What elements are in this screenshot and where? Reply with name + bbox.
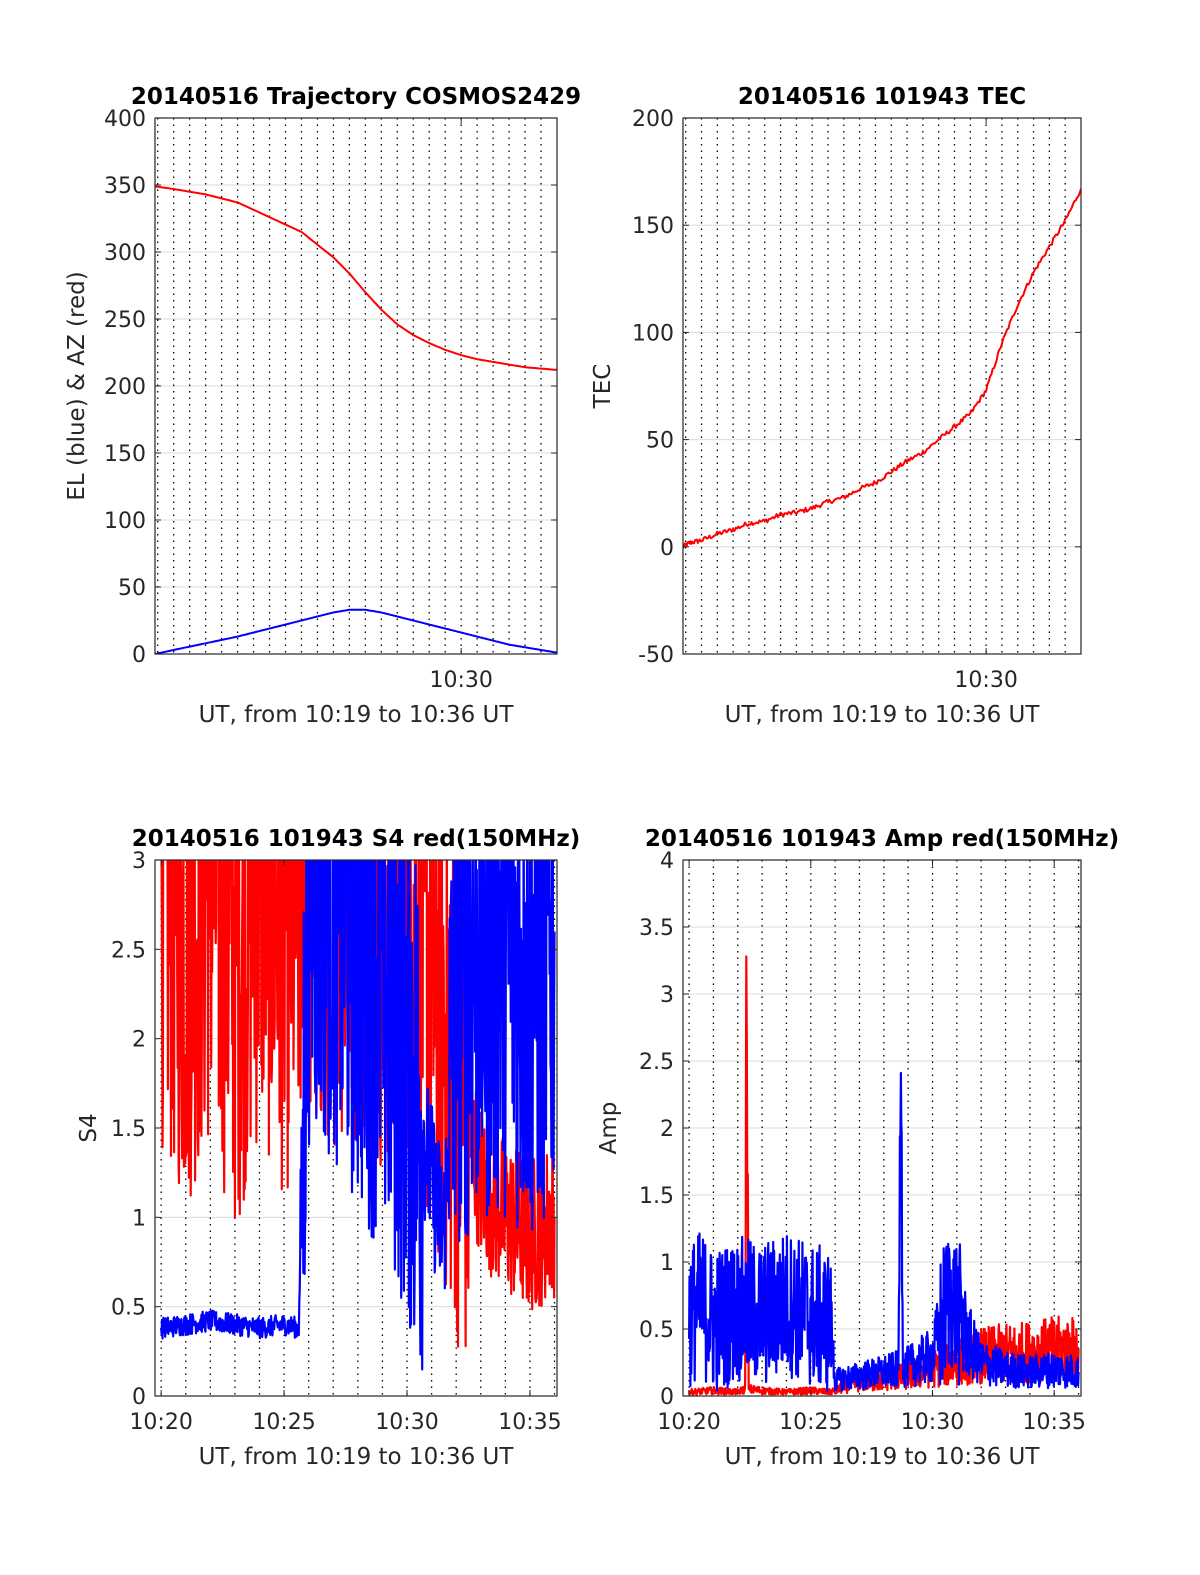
series-group — [688, 955, 1080, 1396]
series-line-blue — [688, 1071, 1080, 1392]
y-tick-label: 1 — [132, 1206, 146, 1231]
x-tick-label: 10:35 — [498, 1410, 561, 1435]
x-axis-label: UT, from 10:19 to 10:36 UT — [199, 702, 515, 728]
panel-s4: 0 0.5 1 1.5 2 2.5 3 10:20 10:25 10:30 10:35 201405… — [76, 826, 581, 1470]
x-tick-label: 10:30 — [429, 668, 492, 693]
ticks: 0 0.5 1 1.5 2 2.5 3 3.5 4 10:20 10:25 10:30 10:35 — [639, 849, 1086, 1435]
plot-area — [683, 118, 1081, 654]
ticks: 0 0.5 1 1.5 2 2.5 3 10:20 10:25 10:30 10:35 — [111, 849, 562, 1435]
x-axis-label: UT, from 10:19 to 10:36 UT — [725, 1444, 1041, 1470]
x-tick-label: 10:30 — [954, 668, 1017, 693]
y-tick-label: 400 — [104, 107, 146, 132]
y-tick-label: 2 — [132, 1028, 146, 1053]
y-tick-label: 0 — [132, 643, 146, 668]
y-tick-label: 50 — [118, 576, 146, 601]
x-tick-label: 10:20 — [657, 1410, 720, 1435]
y-tick-label: 1.5 — [111, 1117, 146, 1142]
y-tick-label: 2.5 — [639, 1050, 674, 1075]
chart-title: 20140516 101943 TEC — [738, 84, 1026, 110]
x-axis-label: UT, from 10:19 to 10:36 UT — [199, 1444, 515, 1470]
ticks: -50 0 50 100 150 200 10:30 — [632, 107, 1081, 693]
y-tick-label: 0 — [660, 1385, 674, 1410]
y-axis-label: TEC — [590, 364, 616, 410]
y-tick-label: 200 — [632, 107, 674, 132]
x-tick-label: 10:25 — [252, 1410, 315, 1435]
y-tick-label: 0.5 — [111, 1296, 146, 1321]
chart-title: 20140516 Trajectory COSMOS2429 — [131, 84, 581, 110]
panel-amp: 0 0.5 1 1.5 2 2.5 3 3.5 4 10:20 10:25 10:30 10:35 20… — [596, 826, 1119, 1470]
y-tick-label: 2.5 — [111, 938, 146, 963]
chart-title: 20140516 101943 S4 red(150MHz) — [132, 826, 581, 852]
series-group — [683, 188, 1081, 549]
y-tick-label: 100 — [632, 321, 674, 346]
series-line-red — [683, 188, 1081, 549]
y-tick-label: 3 — [660, 983, 674, 1008]
series-line-blue — [160, 860, 556, 1371]
y-axis-label: S4 — [76, 1113, 102, 1142]
y-tick-label: 250 — [104, 308, 146, 333]
y-tick-label: 100 — [104, 509, 146, 534]
y-tick-label: 350 — [104, 174, 146, 199]
series-group — [155, 185, 557, 654]
y-tick-label: 1 — [660, 1251, 674, 1276]
y-tick-label: 50 — [646, 429, 674, 454]
grid — [683, 118, 1081, 654]
x-tick-label: 10:25 — [779, 1410, 842, 1435]
panel-trajectory: 0 50 100 150 200 250 300 350 400 10:30 20140516 T… — [64, 84, 581, 728]
y-tick-label: 1.5 — [639, 1184, 674, 1209]
y-axis-label: Amp — [596, 1102, 622, 1155]
series-group — [160, 860, 556, 1371]
y-tick-label: 3 — [132, 849, 146, 874]
x-tick-label: 10:35 — [1023, 1410, 1086, 1435]
y-tick-label: 0.5 — [639, 1318, 674, 1343]
axes-box — [682, 117, 1082, 655]
x-tick-label: 10:20 — [129, 1410, 192, 1435]
series-line-red — [155, 185, 557, 371]
y-tick-label: 3.5 — [639, 916, 674, 941]
x-axis-label: UT, from 10:19 to 10:36 UT — [725, 702, 1041, 728]
y-tick-label: 0 — [660, 536, 674, 561]
y-tick-label: 300 — [104, 241, 146, 266]
y-tick-label: 0 — [132, 1385, 146, 1410]
y-tick-label: 150 — [632, 214, 674, 239]
x-tick-label: 10:30 — [901, 1410, 964, 1435]
y-tick-label: 4 — [660, 849, 674, 874]
x-tick-label: 10:30 — [375, 1410, 438, 1435]
y-tick-label: 2 — [660, 1117, 674, 1142]
y-tick-label: -50 — [638, 643, 674, 668]
series-line-blue — [155, 608, 557, 654]
ticks: 0 50 100 150 200 250 300 350 400 10:30 — [104, 107, 557, 693]
y-axis-label: EL (blue) & AZ (red) — [64, 271, 90, 500]
panel-tec: -50 0 50 100 150 200 10:30 20140516 101943 TEC… — [590, 84, 1082, 728]
y-tick-label: 200 — [104, 375, 146, 400]
y-tick-label: 150 — [104, 442, 146, 467]
chart-title: 20140516 101943 Amp red(150MHz) — [645, 826, 1119, 852]
